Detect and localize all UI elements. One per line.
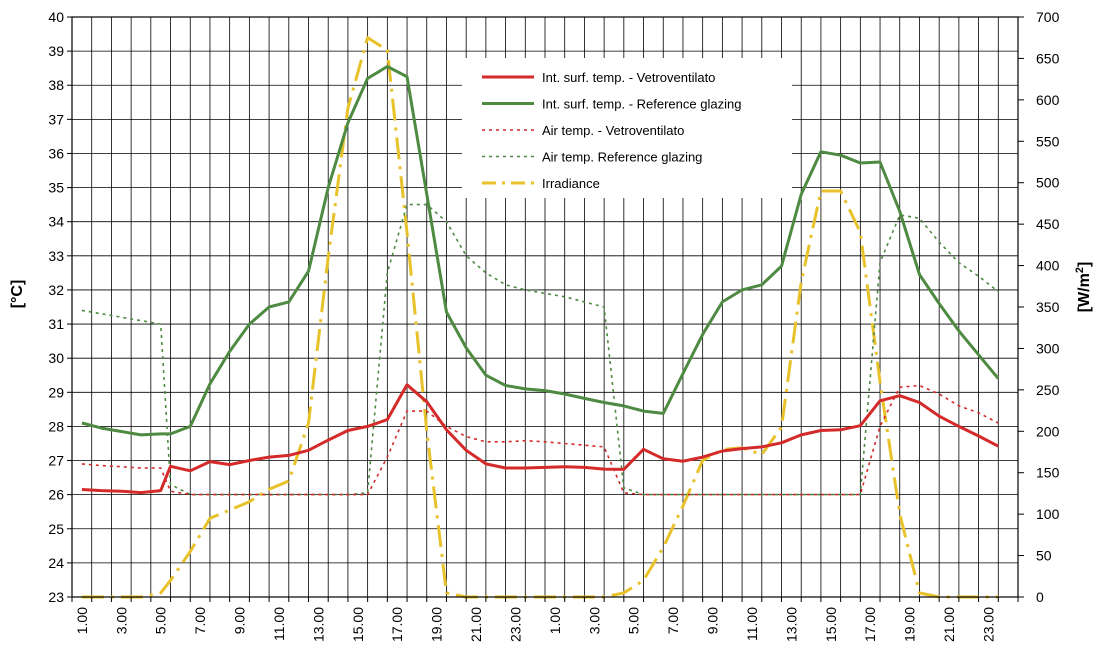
y-left-tick-label: 30	[48, 350, 64, 366]
y-right-tick-label: 0	[1036, 589, 1044, 605]
y-axis-right-label: [W/m2]	[1074, 262, 1093, 313]
legend: Int. surf. temp. - Vetroventilato Int. su…	[462, 58, 792, 198]
y-right-tick-label: 550	[1036, 133, 1060, 149]
y-left-tick-label: 36	[48, 145, 64, 161]
y-right-tick-label: 300	[1036, 340, 1060, 356]
x-tick-label: 17.00	[862, 607, 878, 642]
legend-label: Int. surf. temp. - Vetroventilato	[542, 70, 715, 85]
y-right-tick-label: 150	[1036, 465, 1060, 481]
y-left-tick-label: 33	[48, 248, 64, 264]
series-line-1	[81, 65, 1000, 437]
y-axis-right-label-sup: 2	[1074, 267, 1086, 273]
x-tick-label: 19.00	[429, 607, 445, 642]
x-tick-label: 21.00	[941, 607, 957, 642]
y-left-tick-label: 27	[48, 453, 64, 469]
x-tick-label: 1.00	[547, 607, 563, 634]
series-line-0	[81, 383, 999, 495]
x-tick-label: 11.00	[744, 607, 760, 641]
y-left-tick-label: 35	[48, 180, 64, 196]
y-left-tick-label: 39	[48, 43, 64, 59]
y-left-tick-label: 23	[48, 589, 64, 605]
y-left-tick-label: 32	[48, 282, 64, 298]
legend-label: Air temp. Reference glazing	[542, 150, 702, 165]
x-tick-label: 19.00	[902, 607, 918, 642]
legend-box	[462, 58, 792, 198]
y-left-tick-label: 28	[48, 418, 64, 434]
x-tick-label: 7.00	[192, 607, 208, 634]
y-right-tick-label: 250	[1036, 382, 1060, 398]
x-tick-label: 15.00	[350, 607, 366, 642]
series-line-3	[81, 203, 999, 496]
y-left-tick-label: 24	[48, 555, 64, 571]
y-right-tick-label: 700	[1036, 9, 1060, 25]
y-axis-right-label-base: [W/m	[1076, 273, 1093, 312]
y-right-tick-label: 650	[1036, 50, 1060, 66]
y-left-tick-label: 40	[48, 9, 64, 25]
x-tick-label: 23.00	[507, 607, 523, 642]
x-tick-label: 21.00	[468, 607, 484, 642]
x-tick-label: 15.00	[823, 607, 839, 642]
x-tick-label: 9.00	[705, 607, 721, 634]
y-left-tick-label: 29	[48, 384, 64, 400]
y-left-tick-label: 37	[48, 111, 64, 127]
legend-label: Int. surf. temp. - Reference glazing	[542, 97, 741, 112]
x-tick-label: 13.00	[310, 607, 326, 642]
x-tick-label: 3.00	[113, 607, 129, 634]
x-tick-label: 17.00	[389, 607, 405, 642]
x-tick-label: 9.00	[232, 607, 248, 634]
x-tick-label: 11.00	[271, 607, 287, 641]
y-right-tick-label: 500	[1036, 175, 1060, 191]
legend-label: Air temp. - Vetroventilato	[542, 123, 684, 138]
y-left-tick-label: 31	[48, 316, 64, 332]
y-right-tick-label: 600	[1036, 92, 1060, 108]
ticks: 2324252627282930313233343536373839400501…	[48, 9, 1059, 642]
y-right-tick-label: 200	[1036, 423, 1060, 439]
x-tick-label: 5.00	[153, 607, 169, 634]
x-tick-label: 13.00	[783, 607, 799, 642]
y-left-tick-label: 26	[48, 487, 64, 503]
y-right-tick-label: 450	[1036, 216, 1060, 232]
x-tick-label: 23.00	[980, 607, 996, 642]
y-left-tick-label: 34	[48, 214, 64, 230]
y-axis-right-label-close: ]	[1076, 262, 1093, 267]
y-right-tick-label: 50	[1036, 548, 1052, 564]
series-line-2	[81, 384, 999, 496]
x-tick-label: 7.00	[665, 607, 681, 634]
y-right-tick-label: 350	[1036, 299, 1060, 315]
legend-label: Irradiance	[542, 176, 600, 191]
y-right-tick-label: 100	[1036, 506, 1060, 522]
x-tick-label: 1.00	[74, 607, 90, 634]
y-left-tick-label: 25	[48, 521, 64, 537]
y-axis-left-label: [°C]	[9, 280, 26, 309]
x-tick-label: 5.00	[626, 607, 642, 634]
y-left-tick-label: 38	[48, 77, 64, 93]
x-tick-label: 3.00	[586, 607, 602, 634]
y-right-tick-label: 400	[1036, 258, 1060, 274]
